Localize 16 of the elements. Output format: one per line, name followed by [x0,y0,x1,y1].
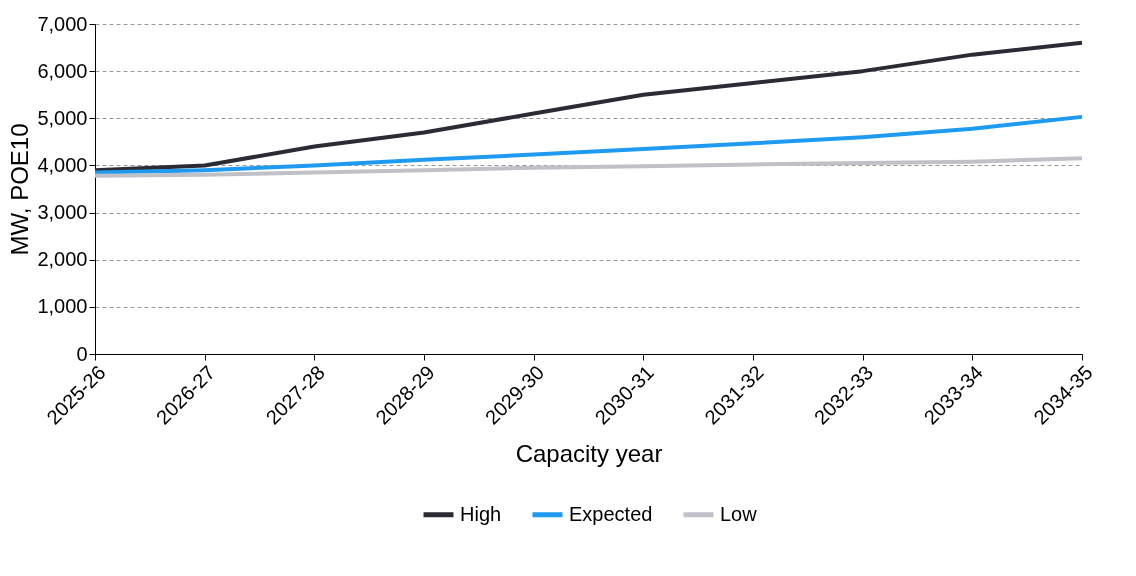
y-tick-label: 7,000 [37,12,88,35]
line-series [93,40,1084,173]
y-tick-label: 0 [76,342,88,365]
y-tick-label: 3,000 [37,201,88,224]
legend-label: Low [720,502,758,525]
y-tick-label: 2,000 [37,248,88,271]
legend-label: Expected [569,502,653,525]
legend-label: High [460,502,502,525]
y-tick-label: 6,000 [37,59,88,82]
line-series [93,156,1084,178]
line-series [93,114,1084,175]
x-axis-title: Capacity year [515,439,663,467]
y-tick-label: 1,000 [37,295,88,318]
y-tick-label: 4,000 [37,153,88,176]
y-tick-label: 5,000 [37,106,88,129]
y-axis-title: MW, POE10 [6,123,34,256]
